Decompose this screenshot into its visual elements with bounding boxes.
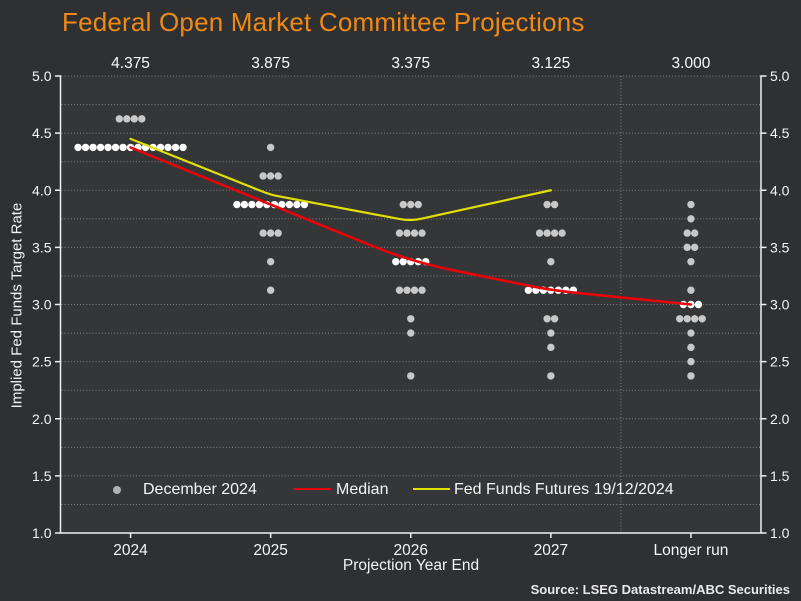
svg-text:3.125: 3.125 xyxy=(531,55,570,72)
svg-text:2027: 2027 xyxy=(534,542,568,559)
svg-text:4.0: 4.0 xyxy=(32,182,52,198)
svg-text:2.5: 2.5 xyxy=(770,354,790,370)
source-note: Source: LSEG Datastream/ABC Securities xyxy=(530,582,790,597)
legend-label-fed-funds-futures: Fed Funds Futures 19/12/2024 xyxy=(454,481,674,498)
legend-futures-line-marker xyxy=(413,488,450,491)
svg-text:3.0: 3.0 xyxy=(32,297,52,313)
svg-text:4.5: 4.5 xyxy=(770,125,790,141)
svg-text:2026: 2026 xyxy=(394,542,428,559)
legend-label-december-2024: December 2024 xyxy=(143,481,257,498)
svg-text:2.0: 2.0 xyxy=(770,411,790,427)
median-top-labels: 4.375 3.875 3.375 3.125 3.000 xyxy=(111,55,711,72)
y-ticks-and-labels: 1.0 1.0 1.5 1.5 2.0 2.0 2.5 2.5 3.0 3.0 3.5 3.5 4.0 4… xyxy=(32,68,790,541)
svg-text:4.375: 4.375 xyxy=(111,55,150,72)
legend: December 2024 Median Fed Funds Futures 1… xyxy=(0,481,760,498)
svg-text:4.5: 4.5 xyxy=(32,125,52,141)
x-ticks-and-labels: 2024 2025 2026 2027 Longer run xyxy=(113,533,728,559)
svg-text:2024: 2024 xyxy=(113,542,148,559)
svg-text:1.0: 1.0 xyxy=(32,525,52,541)
svg-text:3.000: 3.000 xyxy=(672,55,711,72)
legend-label-median: Median xyxy=(336,481,389,498)
svg-text:1.0: 1.0 xyxy=(770,525,790,541)
svg-text:3.0: 3.0 xyxy=(770,297,790,313)
dots-2025 xyxy=(233,143,309,294)
svg-text:1.5: 1.5 xyxy=(770,468,790,484)
svg-text:2025: 2025 xyxy=(253,542,287,559)
svg-text:5.0: 5.0 xyxy=(32,68,52,84)
median-line xyxy=(129,146,693,306)
dots-2024 xyxy=(74,115,187,152)
svg-text:3.5: 3.5 xyxy=(770,239,790,255)
chart-title: Federal Open Market Committee Projection… xyxy=(62,7,585,37)
x-axis-title: Projection Year End xyxy=(342,557,480,574)
legend-dot-marker xyxy=(113,485,121,494)
y-axis-title: Implied Fed Funds Target Rate xyxy=(8,202,26,409)
svg-text:3.875: 3.875 xyxy=(251,55,290,72)
svg-text:5.0: 5.0 xyxy=(770,68,790,84)
legend-median-line-marker xyxy=(293,488,331,491)
svg-text:2.0: 2.0 xyxy=(32,411,52,427)
svg-text:3.375: 3.375 xyxy=(391,55,430,72)
plot-area xyxy=(60,76,761,533)
dots-2027 xyxy=(524,200,578,380)
svg-text:2.5: 2.5 xyxy=(32,354,52,370)
dots-2026 xyxy=(392,200,430,380)
svg-text:1.5: 1.5 xyxy=(32,468,52,484)
svg-text:3.5: 3.5 xyxy=(32,239,52,255)
svg-text:Longer run: Longer run xyxy=(653,542,728,559)
svg-text:4.0: 4.0 xyxy=(770,182,790,198)
futures-line xyxy=(129,137,552,222)
